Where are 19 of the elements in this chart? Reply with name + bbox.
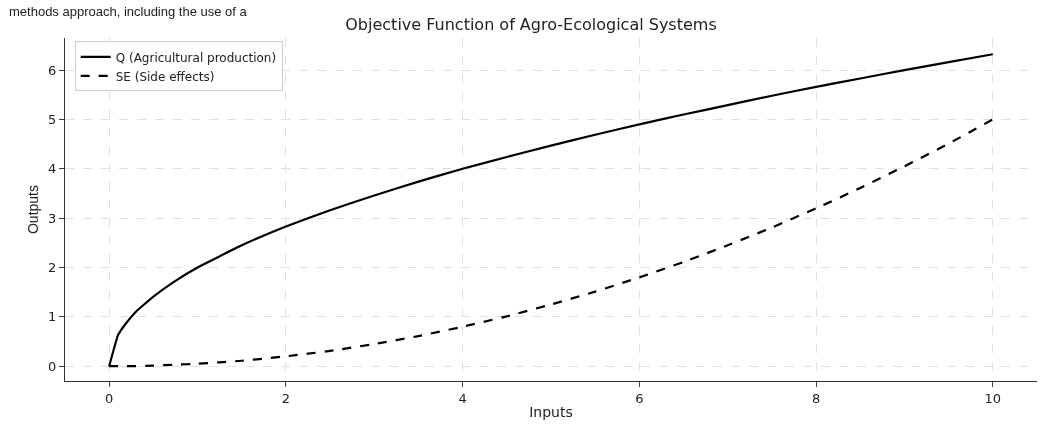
y-tick-label: 0 [48,358,57,374]
x-tick-label: 0 [105,390,114,406]
x-tick-label: 10 [984,390,1002,406]
y-axis-title: Outputs [24,184,41,235]
y-tick-label: 2 [48,260,57,276]
y-tick-label: 6 [48,62,57,78]
x-tick-label: 6 [635,390,644,406]
x-tick-label: 8 [811,390,821,406]
y-tick-label: 3 [48,210,57,226]
y-tick-label: 4 [48,161,57,177]
chart-title: Objective Function of Agro-Ecological Systems [345,15,717,35]
text: methods approach, including the use of a [9,4,248,19]
legend-label: Q (Agricultural production) [115,50,277,65]
y-tick-label: 5 [48,111,57,127]
x-axis-title: Inputs [529,403,573,420]
x-tick-label: 4 [458,390,467,406]
y-tick-label: 1 [48,309,57,325]
x-tick-label: 2 [281,390,291,406]
legend-label: SE (Side effects) [115,69,215,84]
